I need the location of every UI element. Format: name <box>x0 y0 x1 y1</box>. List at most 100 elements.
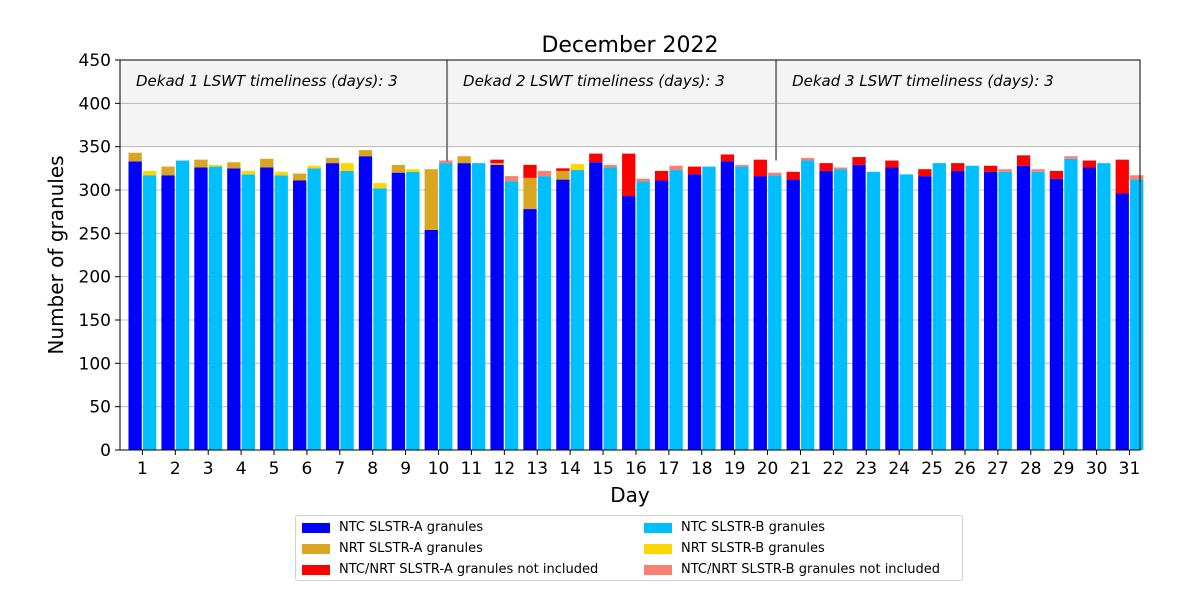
bar-slstr-b-s0-day-8 <box>373 188 387 450</box>
bar-slstr-a-s2-day-30 <box>1082 160 1096 168</box>
bar-slstr-b-s0-day-14 <box>570 170 585 451</box>
bar-slstr-b-s0-day-29 <box>1064 158 1078 451</box>
bar-slstr-b-s0-day-13 <box>537 176 552 450</box>
bar-slstr-b-s2-day-20 <box>768 172 782 176</box>
x-tick-label-4: 4 <box>236 459 247 479</box>
bar-slstr-a-s2-day-14 <box>556 168 570 171</box>
bars <box>128 150 1144 451</box>
bar-slstr-a-s0-day-10 <box>424 229 438 450</box>
bar-slstr-a-s0-day-5 <box>260 167 274 450</box>
bar-slstr-b-s1-day-9 <box>406 169 420 172</box>
bar-slstr-b-s2-day-15 <box>603 164 617 168</box>
bar-slstr-a-s2-day-22 <box>819 163 833 171</box>
bar-slstr-a-s0-day-14 <box>556 179 570 450</box>
bar-slstr-b-s2-day-21 <box>801 157 815 161</box>
bar-slstr-a-s2-day-23 <box>852 157 866 165</box>
bar-slstr-a-s1-day-8 <box>358 150 373 157</box>
x-tick-label-15: 15 <box>592 459 614 479</box>
bar-slstr-a-s0-day-27 <box>983 171 998 451</box>
bar-slstr-a-s1-day-13 <box>523 177 537 210</box>
x-tick-label-30: 30 <box>1086 459 1108 479</box>
bar-slstr-b-s2-day-31 <box>1130 175 1144 180</box>
bar-slstr-b-s0-day-28 <box>1031 171 1045 451</box>
legend-item-excluded-a: NTC/NRT SLSTR-A granules not included <box>302 560 598 580</box>
bar-slstr-a-s2-day-20 <box>753 159 767 177</box>
bar-slstr-a-s0-day-20 <box>753 176 767 450</box>
x-tick-label-6: 6 <box>302 459 313 479</box>
bar-slstr-b-s0-day-21 <box>801 160 815 451</box>
x-tick-label-23: 23 <box>855 459 877 479</box>
legend-label-nrt-b: NRT SLSTR-B granules <box>681 541 825 556</box>
x-tick-label-14: 14 <box>559 459 581 479</box>
bar-slstr-a-s2-day-29 <box>1049 170 1064 179</box>
bar-slstr-b-s2-day-22 <box>833 167 848 170</box>
bar-slstr-b-s0-day-11 <box>472 163 486 450</box>
bar-slstr-a-s0-day-17 <box>654 180 669 450</box>
bar-slstr-b-s0-day-2 <box>175 160 190 451</box>
bar-slstr-a-s0-day-29 <box>1049 178 1064 450</box>
bar-slstr-b-s0-day-31 <box>1130 179 1144 450</box>
bar-slstr-b-s0-day-12 <box>504 181 519 451</box>
x-tick-label-9: 9 <box>400 459 411 479</box>
dekad-separators <box>446 60 778 162</box>
bar-slstr-b-s0-day-25 <box>932 163 946 450</box>
legend-item-nrt-b: NRT SLSTR-B granules <box>644 539 825 559</box>
x-tick-label-25: 25 <box>921 459 943 479</box>
bar-slstr-b-s0-day-6 <box>307 168 321 451</box>
bar-slstr-a-s1-day-14 <box>556 170 570 180</box>
y-tick-label-350: 350 <box>79 138 111 158</box>
bar-slstr-a-s1-day-5 <box>260 158 274 168</box>
bar-slstr-b-s2-day-28 <box>1031 169 1045 172</box>
bar-slstr-a-s0-day-25 <box>918 176 932 450</box>
chart-text: Dekad 1 LSWT timeliness (days): 3 Dekad 2… <box>44 33 1140 507</box>
bar-slstr-b-s0-day-22 <box>833 169 848 450</box>
legend-swatch-excluded-a <box>302 564 330 575</box>
legend-swatch-nrt-a <box>302 543 330 554</box>
x-tick-label-3: 3 <box>203 459 214 479</box>
bar-slstr-a-s1-day-2 <box>161 166 175 176</box>
bar-slstr-a-s0-day-13 <box>523 209 537 450</box>
bar-slstr-b-s0-day-16 <box>636 181 650 451</box>
x-tick-label-11: 11 <box>461 459 483 479</box>
legend-item-excluded-b: NTC/NRT SLSTR-B granules not included <box>644 560 940 580</box>
legend-swatch-ntc-a <box>302 522 330 533</box>
legend-item-nrt-a: NRT SLSTR-A granules <box>302 539 483 559</box>
bar-slstr-b-s0-day-23 <box>866 171 881 451</box>
bar-slstr-a-s2-day-27 <box>983 165 998 172</box>
bar-slstr-b-s0-day-4 <box>241 174 256 450</box>
x-tick-label-29: 29 <box>1053 459 1075 479</box>
y-tick-label-200: 200 <box>79 268 111 288</box>
bar-slstr-b-s0-day-18 <box>702 166 716 450</box>
bar-slstr-a-s2-day-26 <box>951 163 965 171</box>
bar-slstr-a-s0-day-9 <box>391 172 406 450</box>
x-tick-label-31: 31 <box>1119 459 1141 479</box>
chart-title: December 2022 <box>541 33 718 58</box>
bar-slstr-a-s0-day-24 <box>885 167 899 450</box>
bar-slstr-a-s2-day-13 <box>523 164 537 178</box>
bar-slstr-b-s2-day-19 <box>735 164 749 167</box>
bar-slstr-b-s0-day-15 <box>603 167 617 450</box>
bar-slstr-a-s0-day-22 <box>819 170 833 450</box>
bar-slstr-a-s0-day-18 <box>687 174 702 450</box>
y-tick-label-300: 300 <box>79 181 111 201</box>
bar-slstr-b-s1-day-8 <box>373 183 387 189</box>
bar-slstr-b-s0-day-10 <box>439 163 453 450</box>
bar-slstr-a-s2-day-12 <box>490 159 504 164</box>
y-tick-label-250: 250 <box>79 224 111 244</box>
bar-slstr-a-s1-day-7 <box>325 157 340 164</box>
x-tick-label-24: 24 <box>888 459 910 479</box>
bar-slstr-b-s0-day-1 <box>143 175 157 450</box>
y-tick-label-150: 150 <box>79 311 111 331</box>
x-tick-label-5: 5 <box>269 459 280 479</box>
bar-slstr-a-s2-day-28 <box>1016 155 1031 166</box>
y-tick-label-50: 50 <box>89 398 111 418</box>
x-tick-label-16: 16 <box>625 459 647 479</box>
legend-swatch-ntc-b <box>644 522 672 533</box>
bar-slstr-a-s0-day-31 <box>1115 193 1129 450</box>
bar-slstr-b-s0-day-7 <box>340 170 354 450</box>
bar-slstr-a-s0-day-26 <box>951 170 965 450</box>
y-tick-label-0: 0 <box>100 441 111 461</box>
legend-label-excluded-a: NTC/NRT SLSTR-A granules not included <box>339 562 599 577</box>
y-tick-label-400: 400 <box>79 94 111 114</box>
